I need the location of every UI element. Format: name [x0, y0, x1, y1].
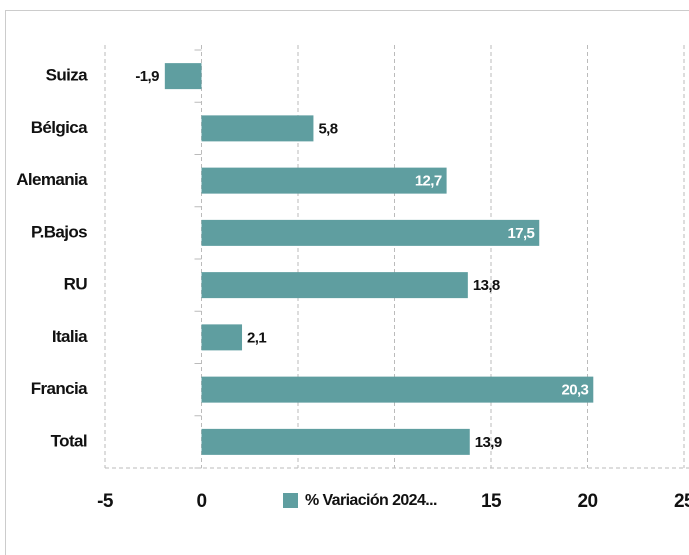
bar — [201, 167, 447, 194]
x-tick-label: -5 — [97, 491, 114, 512]
x-tick-label: 25 — [674, 491, 689, 512]
legend-swatch — [283, 493, 298, 508]
x-tick-label: 0 — [197, 491, 207, 512]
x-tick-label: 20 — [578, 491, 598, 512]
legend-label: % Variación 2024... — [305, 492, 437, 509]
bar — [201, 115, 314, 142]
bar — [201, 219, 540, 246]
y-tick-label: Italia — [52, 327, 88, 346]
bar — [201, 376, 594, 403]
legend-background — [276, 486, 454, 516]
bar — [201, 324, 243, 351]
bar — [164, 63, 202, 90]
y-tick-label: RU — [64, 275, 88, 294]
y-tick-label: Bélgica — [31, 118, 88, 137]
y-tick-label: Alemania — [16, 170, 88, 189]
data-label: 13,8 — [473, 277, 500, 294]
y-tick-label: Suiza — [46, 66, 89, 85]
bar — [201, 428, 470, 455]
data-label: -1,9 — [135, 68, 159, 85]
data-label: 12,7 — [415, 173, 442, 190]
data-label: 2,1 — [247, 329, 266, 346]
y-tick-label: P.Bajos — [31, 222, 87, 241]
bar — [201, 272, 468, 299]
data-label: 20,3 — [561, 382, 588, 399]
data-label: 13,9 — [475, 434, 502, 451]
y-tick-label: Total — [51, 431, 87, 450]
data-label: 17,5 — [507, 225, 534, 242]
y-tick-label: Francia — [31, 379, 88, 398]
data-label: 5,8 — [318, 120, 337, 137]
x-tick-label: 15 — [481, 491, 502, 512]
